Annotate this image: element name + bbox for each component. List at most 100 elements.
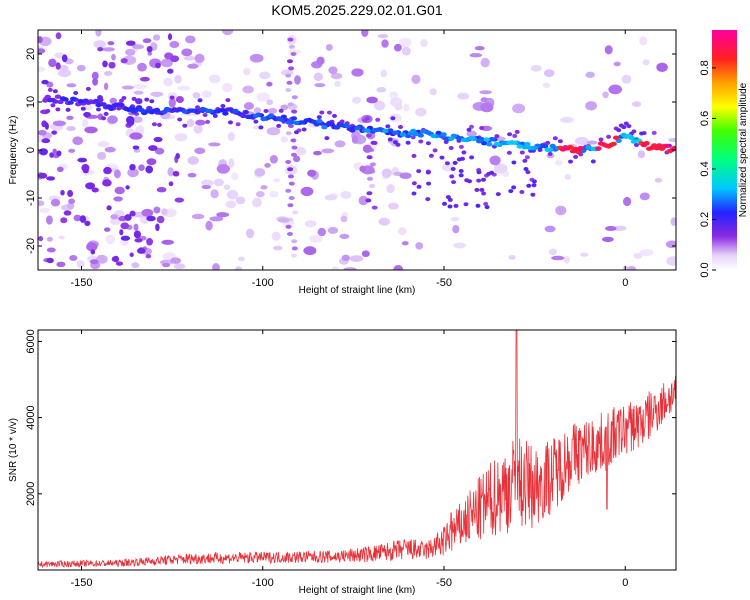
heatmap-cell [143, 109, 150, 114]
colorbar-ticks: 0.0 0.2 0.4 0.6 0.8 [699, 60, 716, 278]
heatmap-cell [120, 58, 128, 64]
heatmap-cell [153, 206, 161, 214]
heatmap-cell [276, 123, 282, 128]
figure-title: KOM5.2025.229.02.01.G01 [271, 2, 442, 18]
heatmap-cell [401, 241, 409, 246]
heatmap-cell [113, 196, 123, 202]
heatmap-cell [324, 136, 330, 141]
heatmap-cell [325, 43, 333, 51]
heatmap-cell [119, 229, 124, 236]
heatmap-cell [228, 158, 235, 168]
heatmap-cell [125, 40, 136, 46]
heatmap-cell [480, 97, 489, 103]
heatmap-cell [370, 140, 377, 145]
heatmap-cell [381, 168, 393, 178]
heatmap-cell [530, 65, 542, 72]
heatmap-cell [371, 128, 379, 133]
heatmap-cell [134, 238, 143, 243]
heatmap-cell [38, 48, 46, 54]
heatmap-cell [420, 38, 428, 48]
heatmap-cell [361, 250, 370, 258]
heatmap-cell [411, 191, 417, 196]
heatmap-cell [287, 232, 293, 236]
heatmap-cell [460, 137, 468, 142]
heatmap-cell [41, 138, 51, 144]
heatmap-cell [202, 113, 208, 117]
heatmap-cell [54, 94, 62, 99]
heatmap-cell [93, 40, 107, 49]
heatmap-cell [263, 109, 269, 113]
heatmap-cell [216, 164, 230, 174]
heatmap-cell [633, 252, 643, 259]
heatmap-cell [127, 168, 139, 178]
heatmap-cell [183, 55, 197, 61]
heatmap-cell [286, 80, 293, 85]
heatmap-cell [280, 136, 289, 143]
heatmap-cell [430, 133, 437, 139]
heatmap-cell [44, 94, 51, 100]
heatmap-cell [613, 135, 620, 140]
heatmap-cell [621, 125, 627, 130]
heatmap-cell [115, 261, 124, 266]
heatmap-cell [66, 115, 74, 121]
heatmap-cell [79, 215, 87, 223]
heatmap-cell [264, 163, 271, 168]
heatmap-cell [290, 138, 297, 143]
heatmap-cell [292, 210, 299, 215]
heatmap-cell [175, 153, 180, 160]
heatmap-cell [489, 155, 501, 166]
heatmap-cell [77, 64, 86, 72]
heatmap-cell [639, 249, 654, 257]
heatmap-cell [137, 62, 147, 72]
heatmap-cell [339, 233, 350, 240]
heatmap-cell [573, 154, 579, 159]
x-tick-label: -100 [252, 577, 274, 589]
heatmap-cell [390, 116, 396, 121]
heatmap-cell [201, 90, 212, 98]
heatmap-cell [55, 32, 62, 40]
heatmap-cell [381, 39, 389, 48]
heatmap-cell [466, 127, 472, 132]
heatmap-cell [445, 195, 451, 200]
heatmap-cell [46, 257, 54, 264]
heatmap-cell [70, 96, 77, 102]
heatmap-cell [160, 58, 173, 68]
heatmap-cell [177, 85, 191, 91]
heatmap-cell [150, 91, 164, 97]
heatmap-cell [340, 215, 348, 223]
heatmap-cell [457, 92, 470, 100]
heatmap-cell [161, 239, 174, 245]
heatmap-cell [256, 92, 270, 102]
heatmap-cell [373, 100, 386, 111]
heatmap-cell [152, 34, 161, 41]
heatmap-cell [483, 137, 490, 142]
heatmap-cell [110, 217, 121, 226]
heatmap-cell [639, 131, 645, 136]
heatmap-cell [101, 47, 115, 52]
heatmap-cell [479, 90, 492, 95]
heatmap-cell [82, 168, 89, 174]
heatmap-cell [44, 122, 49, 130]
heatmap-cell [313, 72, 323, 82]
heatmap-cell [458, 144, 464, 149]
heatmap-cell [169, 40, 180, 49]
heatmap-cell [522, 158, 528, 163]
heatmap-cell [369, 184, 376, 188]
heatmap-cell [467, 179, 472, 184]
heatmap-cell [555, 205, 567, 216]
heatmap-cell [303, 246, 317, 256]
heatmap-cell [607, 142, 615, 148]
heatmap-cell [66, 83, 77, 88]
heatmap-cell [181, 48, 193, 57]
heatmap-cell [82, 98, 90, 103]
heatmap-cell [57, 99, 64, 105]
heatmap-cell [545, 140, 551, 145]
heatmap-cell [172, 170, 180, 177]
heatmap-cell [291, 145, 298, 150]
heatmap-cell [316, 115, 322, 120]
heatmap-cell [352, 96, 362, 104]
colorbar-tick-label: 0.6 [699, 111, 711, 126]
heatmap-cell [666, 256, 676, 266]
heatmap-cell [116, 106, 122, 111]
heatmap-cell [285, 88, 292, 92]
